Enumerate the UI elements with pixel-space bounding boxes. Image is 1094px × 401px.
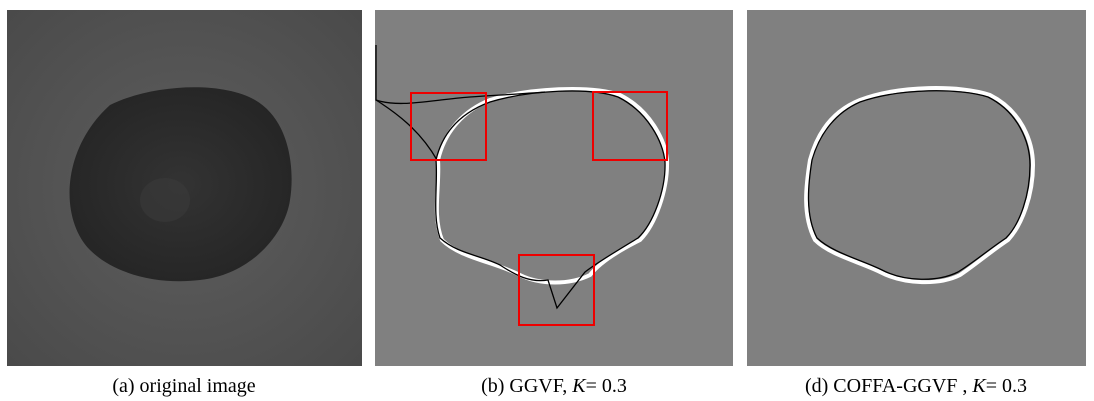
figure: (a) original image (b) GGVF, K= 0.3 (d) …: [0, 0, 1094, 401]
caption: (b) GGVF, K= 0.3: [481, 375, 627, 397]
panel-original: [7, 10, 362, 366]
caption: (a) original image: [112, 375, 255, 397]
caption-text: = 0.3: [986, 375, 1027, 397]
panel-ggvf: [375, 10, 733, 366]
caption-text: (b) GGVF,: [481, 375, 572, 397]
caption-text: (d) COFFA-GGVF ,: [805, 375, 972, 397]
caption-text: (a) original image: [112, 375, 255, 397]
caption-text: = 0.3: [586, 375, 627, 397]
caption: (d) COFFA-GGVF , K= 0.3: [805, 375, 1027, 397]
panel-coffa-ggvf: [747, 10, 1086, 366]
